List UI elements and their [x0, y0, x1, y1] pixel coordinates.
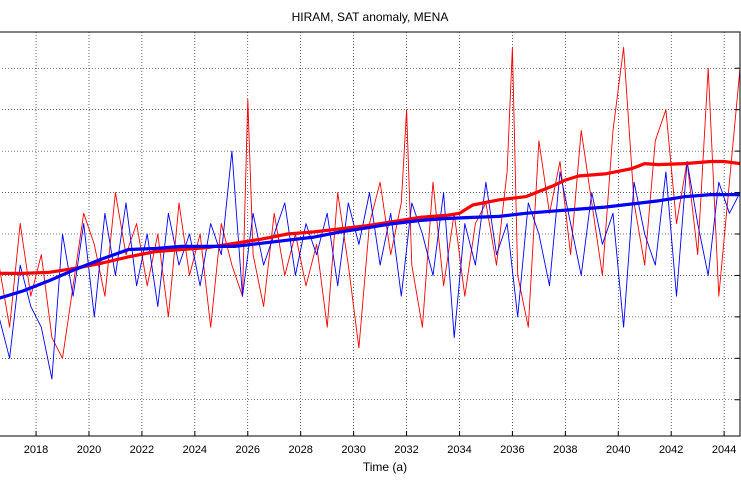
x-tick-label: 2038: [553, 444, 577, 456]
series-layer: [0, 47, 741, 380]
series-line-3: [0, 193, 740, 300]
x-tick-label: 2040: [606, 444, 630, 456]
series-line-1: [0, 150, 741, 380]
plot-frame: [0, 31, 741, 437]
x-tick-label: 2030: [341, 444, 365, 456]
x-axis-label: Time (a): [363, 460, 407, 474]
x-tick-label: 2042: [659, 444, 683, 456]
x-tick-label: 2026: [236, 444, 260, 456]
x-tick-label: 2022: [130, 444, 154, 456]
x-tick-label: 2028: [288, 444, 312, 456]
x-tick-label: 2018: [24, 444, 48, 456]
x-tick-label: 2032: [394, 444, 418, 456]
chart-title: HIRAM, SAT anomaly, MENA: [292, 10, 449, 24]
grid: [0, 32, 740, 436]
x-axis-ticks: 2018 2020 2022 2024 2026 2028 2030 2032 2034 2036…: [24, 67, 740, 456]
x-tick-label: 2034: [447, 444, 471, 456]
x-tick-label: 2036: [500, 444, 524, 456]
x-tick-label: 2024: [183, 444, 207, 456]
x-tick-label: 2020: [77, 444, 101, 456]
x-tick-label: 2044: [712, 444, 736, 456]
series-line-2: [0, 159, 741, 275]
